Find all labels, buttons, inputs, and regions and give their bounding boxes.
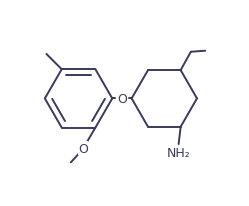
Text: NH₂: NH₂ xyxy=(167,146,190,159)
Text: O: O xyxy=(117,92,127,105)
Text: O: O xyxy=(78,142,88,155)
